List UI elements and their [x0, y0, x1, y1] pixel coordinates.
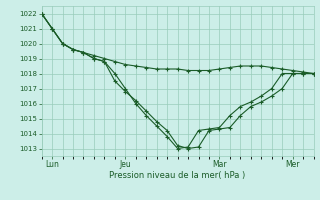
X-axis label: Pression niveau de la mer( hPa ): Pression niveau de la mer( hPa )	[109, 171, 246, 180]
